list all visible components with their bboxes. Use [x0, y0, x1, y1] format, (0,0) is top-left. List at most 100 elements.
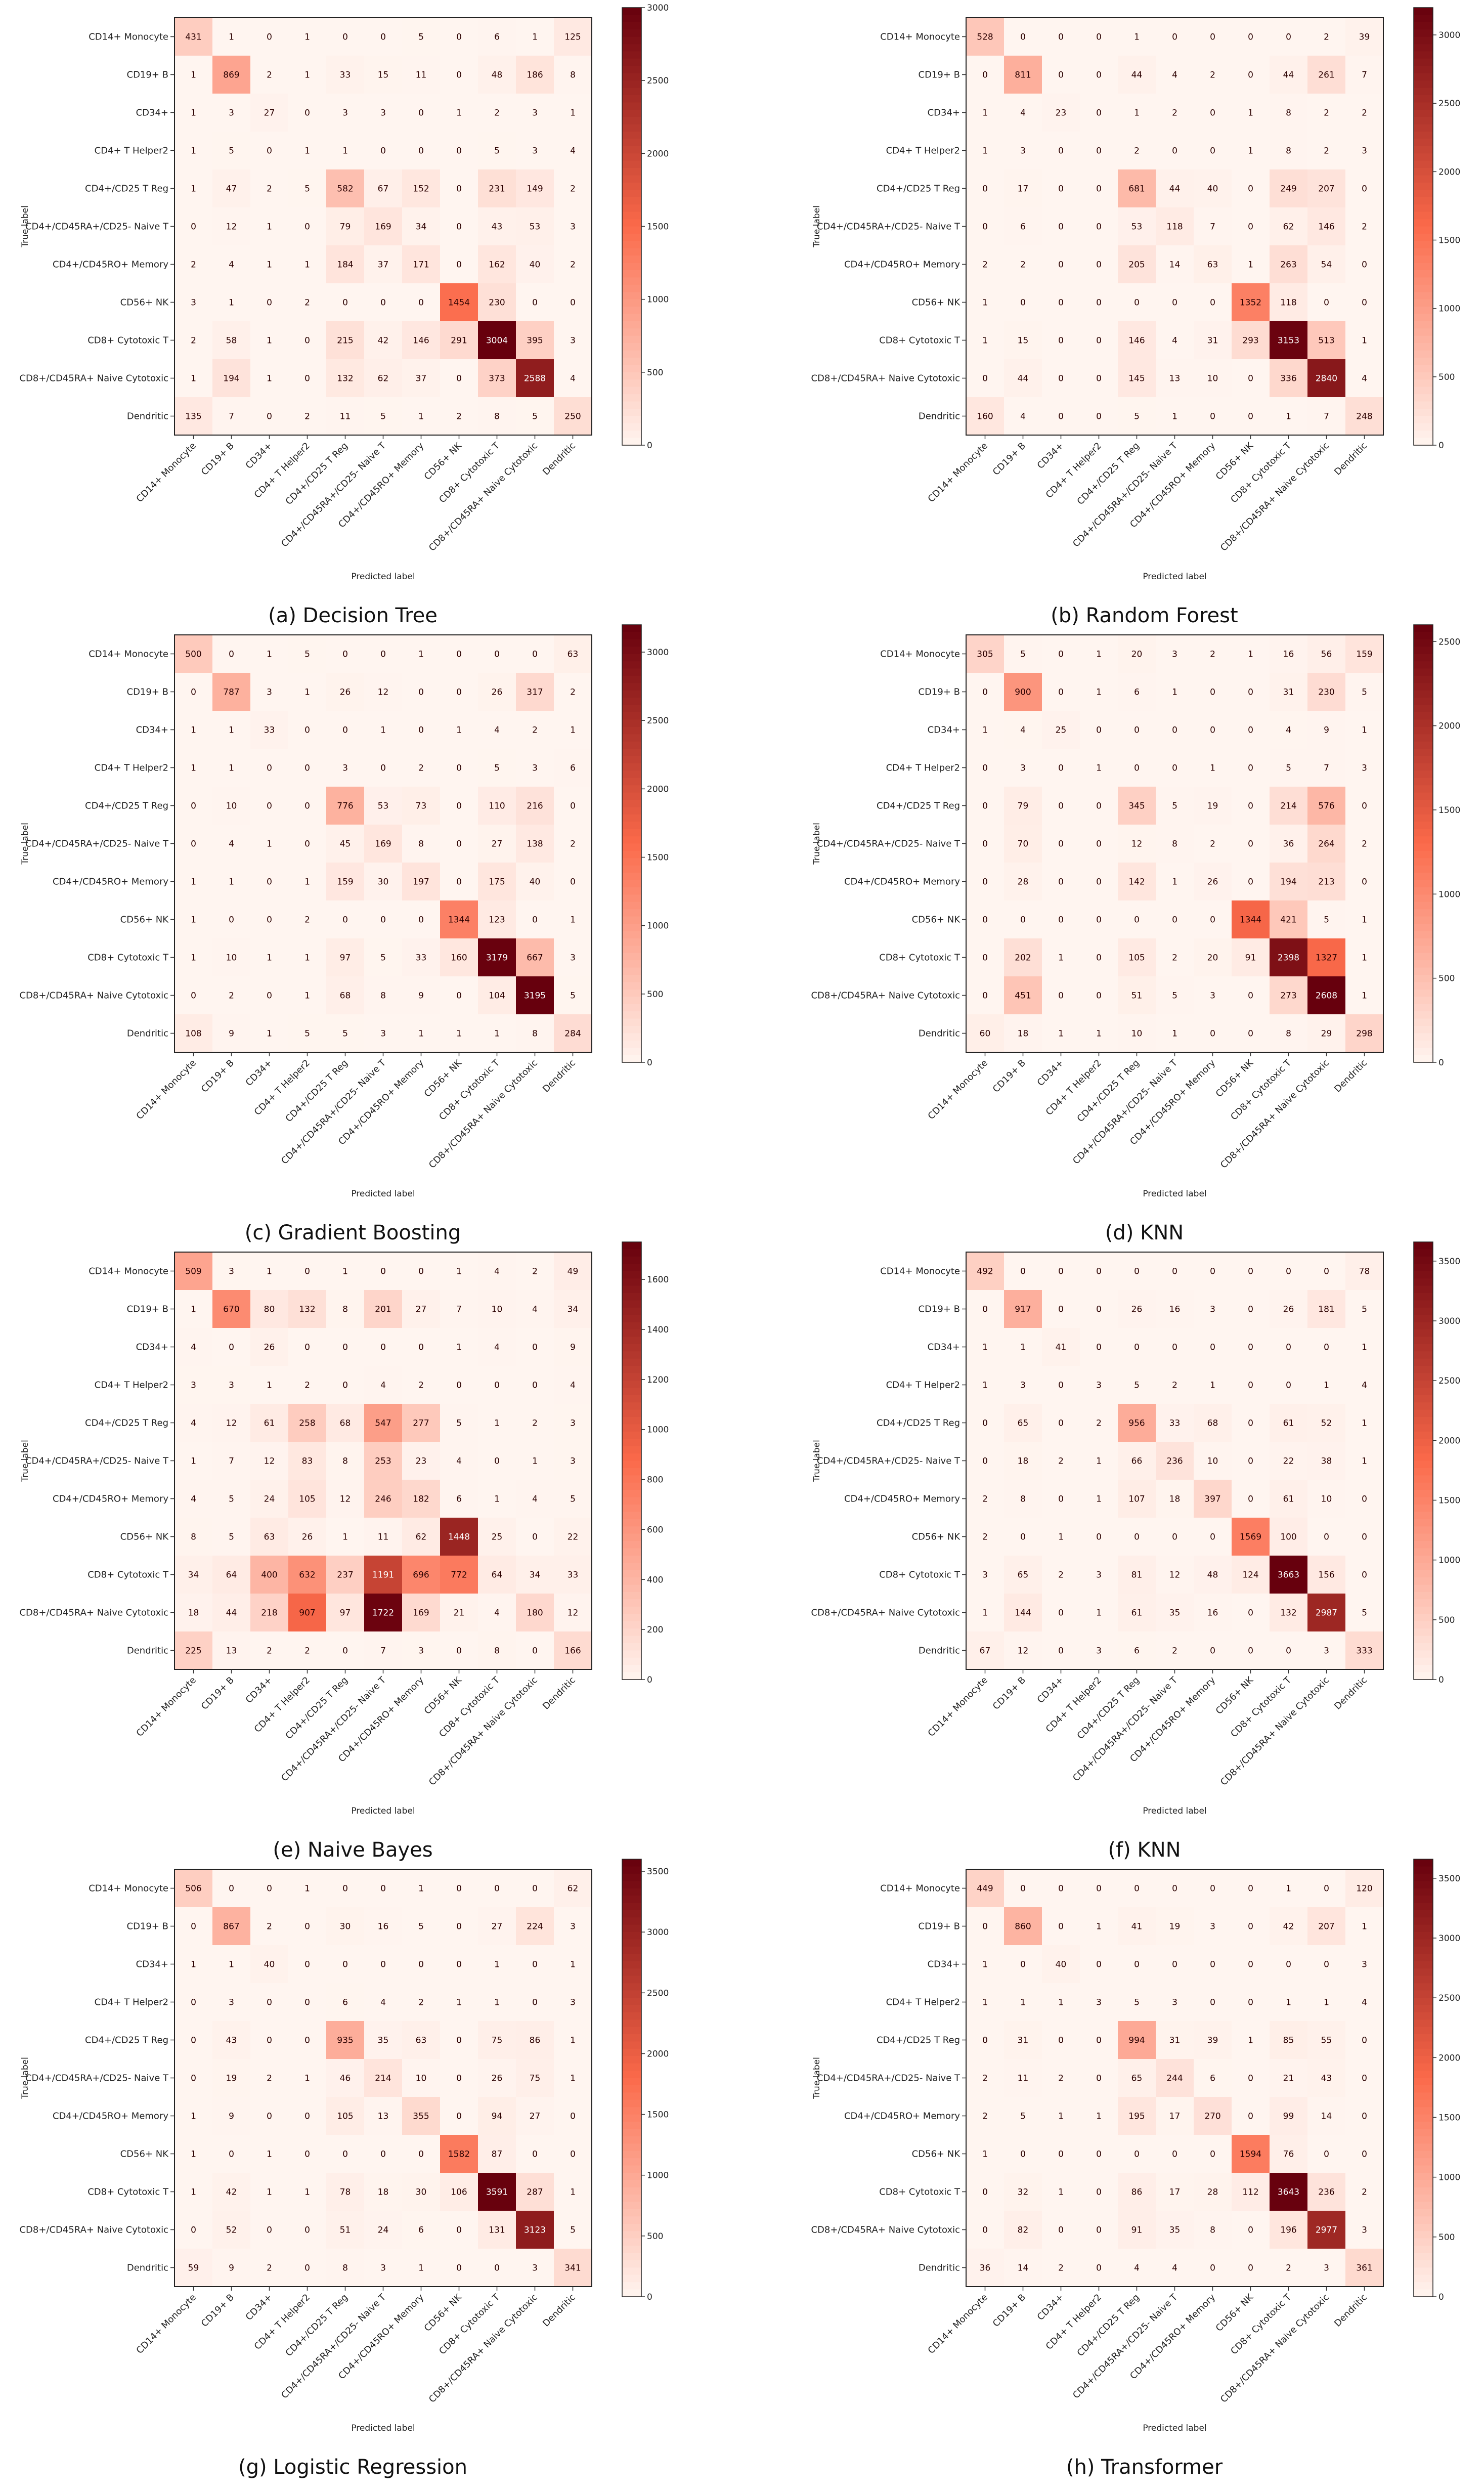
matrix-cell — [966, 1252, 1004, 1290]
cell-value: 0 — [1058, 1922, 1064, 1932]
matrix-cell — [1270, 711, 1307, 749]
matrix-cell — [364, 283, 402, 321]
matrix-cell — [1270, 2097, 1307, 2135]
cell-value: 3 — [1020, 1381, 1026, 1391]
cell-value: 1 — [267, 953, 272, 963]
colorbar-band — [622, 2216, 641, 2224]
cell-value: 41 — [1131, 1922, 1143, 1932]
cell-value: 0 — [1248, 222, 1253, 232]
cell-value: 0 — [1058, 222, 1064, 232]
matrix-cell — [1156, 94, 1194, 132]
colorbar-band — [1414, 2209, 1433, 2217]
colorbar-band — [622, 2071, 641, 2079]
colorbar-band — [1414, 379, 1433, 388]
cell-value: 1 — [267, 2187, 272, 2198]
cell-value: 2 — [1058, 2263, 1064, 2273]
cell-value: 0 — [1058, 1419, 1064, 1429]
cell-value: 0 — [1172, 1267, 1177, 1277]
cell-value: 5 — [418, 1922, 424, 1932]
cell-value: 0 — [1210, 412, 1215, 422]
cell-value: 0 — [1058, 915, 1064, 925]
matrix-cell — [440, 2135, 478, 2173]
cell-value: 6 — [494, 32, 500, 42]
cell-value: 1 — [494, 1960, 500, 1970]
colorbar-band — [1414, 102, 1433, 110]
matrix-cell — [1307, 1983, 1345, 2021]
cell-value: 0 — [1248, 2263, 1253, 2273]
cell-value: 1 — [570, 2074, 576, 2084]
colorbar-band — [1414, 1672, 1433, 1680]
cell-value: 0 — [267, 2112, 272, 2122]
matrix-cell — [1194, 863, 1232, 900]
cell-value: 8 — [342, 1305, 348, 1315]
matrix-cell — [250, 749, 288, 787]
matrix-cell — [1307, 1290, 1345, 1328]
colorbar-band — [622, 1300, 641, 1308]
cell-value: 6 — [1210, 2074, 1215, 2084]
matrix-cell — [212, 2135, 250, 2173]
cell-value: 108 — [185, 1029, 201, 1039]
matrix-cell — [1194, 938, 1232, 976]
matrix-cell — [478, 1014, 516, 1052]
cell-value: 39 — [1359, 32, 1370, 42]
matrix-cell — [516, 1556, 554, 1594]
matrix-cell — [1232, 749, 1270, 787]
cell-value: 40 — [530, 877, 541, 887]
cell-value: 0 — [1210, 915, 1215, 925]
colorbar-band — [622, 1402, 641, 1410]
colorbar-band — [622, 416, 641, 424]
x-tick-label: Dendritic — [1332, 441, 1369, 478]
matrix-cell — [288, 1869, 326, 1907]
matrix-cell — [1156, 1518, 1194, 1556]
matrix-cell — [966, 321, 1004, 359]
colorbar-band — [622, 858, 641, 866]
cell-value: 214 — [375, 2074, 391, 2084]
matrix-cell — [326, 1556, 364, 1594]
cell-value: 4 — [380, 1381, 386, 1391]
matrix-cell — [1118, 132, 1156, 169]
x-tick-label: CD19+ B — [991, 1675, 1028, 1712]
matrix-cell — [1118, 787, 1156, 825]
cell-value: 0 — [418, 298, 424, 308]
cell-value: 2 — [1210, 650, 1215, 660]
cell-value: 3 — [982, 1570, 988, 1580]
colorbar-band — [1414, 335, 1433, 344]
matrix-cell — [1042, 825, 1080, 863]
cell-value: 0 — [982, 2225, 988, 2236]
cell-value: 18 — [1169, 1494, 1181, 1505]
cell-value: 2 — [982, 2112, 988, 2122]
colorbar-band — [1414, 1388, 1433, 1396]
colorbar-band — [1414, 1997, 1433, 2006]
matrix-cell — [966, 2059, 1004, 2097]
cell-value: 3 — [380, 1029, 386, 1039]
colorbar-band — [622, 1417, 641, 1425]
cell-value: 2 — [570, 839, 576, 849]
matrix-cell — [402, 825, 440, 863]
matrix-cell — [1194, 673, 1232, 711]
matrix-cell — [1080, 397, 1118, 435]
cell-value: 867 — [223, 1922, 239, 1932]
cell-value: 61 — [1131, 1608, 1143, 1618]
cell-value: 3663 — [1278, 1570, 1299, 1580]
cell-value: 2 — [1324, 32, 1329, 42]
cell-value: 4 — [1020, 412, 1026, 422]
colorbar-band — [622, 2238, 641, 2247]
colorbar-band — [622, 2223, 641, 2232]
cell-value: 0 — [1020, 1532, 1026, 1542]
colorbar-tick-label: 3000 — [647, 3, 669, 13]
cell-value: 1 — [418, 2263, 424, 2273]
matrix-cell — [1156, 2021, 1194, 2059]
cell-value: 4 — [532, 1305, 538, 1315]
colorbar-band — [1414, 2187, 1433, 2196]
colorbar-band — [622, 1997, 641, 2006]
matrix-cell — [1156, 283, 1194, 321]
colorbar-tick-label: 500 — [647, 2231, 663, 2242]
matrix-cell — [1270, 169, 1307, 207]
colorbar-band — [1414, 778, 1433, 786]
cell-value: 1 — [191, 953, 196, 963]
colorbar-band — [622, 916, 641, 925]
matrix-cell — [478, 1594, 516, 1631]
matrix-cell — [1156, 56, 1194, 94]
cell-value: 2 — [267, 2074, 272, 2084]
matrix-cell — [1042, 2021, 1080, 2059]
